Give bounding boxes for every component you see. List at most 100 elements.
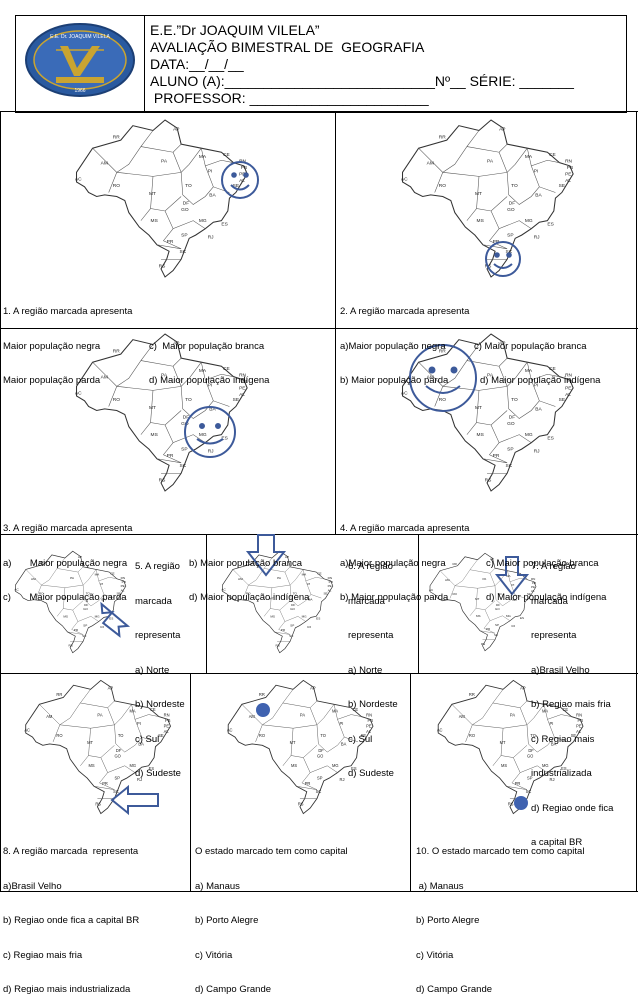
q6-option[interactable]: c) Sul (348, 733, 373, 745)
q9-option[interactable]: c) Vitória (195, 949, 233, 961)
q5-option[interactable]: a) Norte (135, 664, 170, 676)
q1-option[interactable]: c) Maior população branca (149, 340, 265, 352)
q6-option[interactable]: b) Nordeste (348, 699, 398, 710)
state-label-pi: PI (137, 721, 141, 726)
state-label-pe: PE (121, 584, 125, 588)
q7-option[interactable]: a)Brasil Velho (531, 664, 590, 676)
state-label-sp: SP (317, 775, 323, 780)
state-label-ma: MA (199, 154, 207, 160)
q7-option[interactable]: b) Regiao mais fria (531, 699, 611, 710)
state-label-ro: RO (113, 397, 120, 403)
state-label-pa: PA (487, 373, 494, 379)
state-label-ma: MA (130, 709, 136, 714)
state-label-pb: PB (532, 581, 536, 585)
state-label-pi: PI (340, 721, 344, 726)
state-label-sp: SP (114, 775, 120, 780)
state-label-pe: PE (328, 584, 332, 588)
state-label-al: AL (164, 729, 170, 734)
state-label-mt: MT (290, 740, 296, 745)
state-label-mg: MG (302, 614, 308, 618)
state-label-rj: RJ (100, 625, 104, 629)
q4-option[interactable]: a)Maior população negra (340, 557, 446, 569)
state-label-rj: RJ (307, 625, 311, 629)
logo-top-text: E.E. Dr. JOAQUIM VILELA (50, 34, 110, 40)
state-label-es: ES (351, 766, 357, 771)
state-label-pi: PI (534, 382, 539, 388)
q5-option[interactable]: d) Sudeste (135, 768, 181, 779)
teacher-field[interactable]: PROFESSOR: _______________________ (150, 90, 429, 106)
q8-option[interactable]: c) Regiao mais fria (3, 949, 83, 961)
state-label-pa: PA (277, 576, 282, 580)
state-label-pr: PR (74, 628, 79, 632)
state-label-ba: BA (535, 406, 542, 412)
q8-option[interactable]: a)Brasil Velho (3, 880, 62, 892)
q7-option[interactable]: a capital BR (531, 837, 583, 848)
state-label-pr: PR (305, 781, 311, 786)
map-q1: RR AP AM PA MA CE RN PB PE AL SE PI AC RO TO BA MT DF GO MG… (12, 116, 302, 281)
q9-option[interactable]: b) Porto Alegre (195, 915, 259, 926)
date-field[interactable]: DATA:__/__/__ (150, 56, 244, 72)
state-label-es: ES (149, 766, 155, 771)
state-label-df: DF (291, 603, 295, 607)
q5-line: marcada (135, 595, 172, 607)
state-label-ce: CE (223, 152, 230, 158)
q3-option[interactable]: d) Maior população indígena (189, 592, 310, 603)
q1-option[interactable]: Maior população parda (3, 375, 101, 386)
q5-option[interactable]: c) Sul (135, 733, 160, 745)
q6-option[interactable]: a) Norte (348, 664, 383, 676)
state-label-am: AM (427, 160, 434, 166)
state-label-ap: AP (108, 685, 114, 690)
state-label-es: ES (221, 221, 227, 227)
state-label-go: GO (527, 754, 533, 759)
state-label-ro: RO (113, 183, 120, 189)
q10-option[interactable]: a) Manaus (416, 880, 464, 892)
q10-option[interactable]: b) Porto Alegre (416, 915, 480, 926)
state-label-mg: MG (506, 614, 511, 618)
q9-option[interactable]: d) Campo Grande (195, 984, 272, 995)
q1-title: 1. A região marcada apresenta (3, 306, 133, 317)
state-label-rs: RS (485, 477, 492, 483)
q4-option[interactable]: d) Maior população indígena (486, 592, 607, 603)
q2-option[interactable]: c) Maior população branca (474, 340, 587, 352)
q7-option[interactable]: d) Regiao onde fica (531, 802, 614, 814)
state-label-rj: RJ (534, 448, 540, 454)
state-label-df: DF (318, 748, 324, 753)
q2-option[interactable]: b) Maior população parda (340, 375, 449, 386)
state-label-ac: AC (227, 728, 233, 733)
q3-option[interactable]: c) Maior população parda (3, 592, 127, 603)
q2-option[interactable]: d) Maior população indígena (480, 375, 601, 386)
q10-option[interactable]: c) Vitória (416, 949, 454, 961)
state-label-ap: AP (499, 126, 505, 132)
state-label-pe: PE (239, 172, 245, 178)
state-label-ce: CE (223, 366, 230, 372)
q7-option[interactable]: industrializada (531, 768, 592, 779)
q8-option[interactable]: d) Regiao mais industrializada (3, 984, 131, 995)
q10-option[interactable]: d) Campo Grande (416, 984, 493, 995)
q3-option[interactable]: a) Maior população negra (3, 557, 128, 569)
q4-option[interactable]: b) Maior população parda (340, 592, 449, 603)
q3-option[interactable]: b) Maior população branca (189, 557, 303, 569)
q2-option[interactable]: a)Maior população negra (340, 340, 446, 352)
state-label-df: DF (496, 603, 500, 607)
state-label-ro: RO (469, 733, 475, 738)
q7-line: marcada (531, 595, 568, 607)
state-label-ce: CE (150, 707, 156, 712)
q5-option[interactable]: b) Nordeste (135, 699, 185, 710)
q4-option[interactable]: c) Maior população branca (486, 557, 599, 569)
q1-option[interactable]: d) Maior população indígena (149, 375, 270, 386)
state-label-es: ES (109, 616, 113, 620)
state-label-es: ES (316, 616, 320, 620)
q8-option[interactable]: b) Regiao onde fica a capital BR (3, 915, 140, 926)
state-label-ce: CE (353, 707, 359, 712)
state-label-rn: RN (366, 713, 372, 718)
q9-option[interactable]: a) Manaus (195, 880, 240, 892)
q1-option[interactable]: Maior população negra (3, 340, 101, 352)
student-field[interactable]: ALUNO (A):___________________________Nº_… (150, 73, 574, 89)
q7-option[interactable]: c) Regiao mais (531, 733, 595, 745)
state-label-mg: MG (332, 763, 339, 768)
state-label-pi: PI (307, 582, 310, 586)
state-label-go: GO (290, 607, 295, 611)
state-label-ce: CE (110, 572, 114, 576)
q6-option[interactable]: d) Sudeste (348, 768, 394, 779)
